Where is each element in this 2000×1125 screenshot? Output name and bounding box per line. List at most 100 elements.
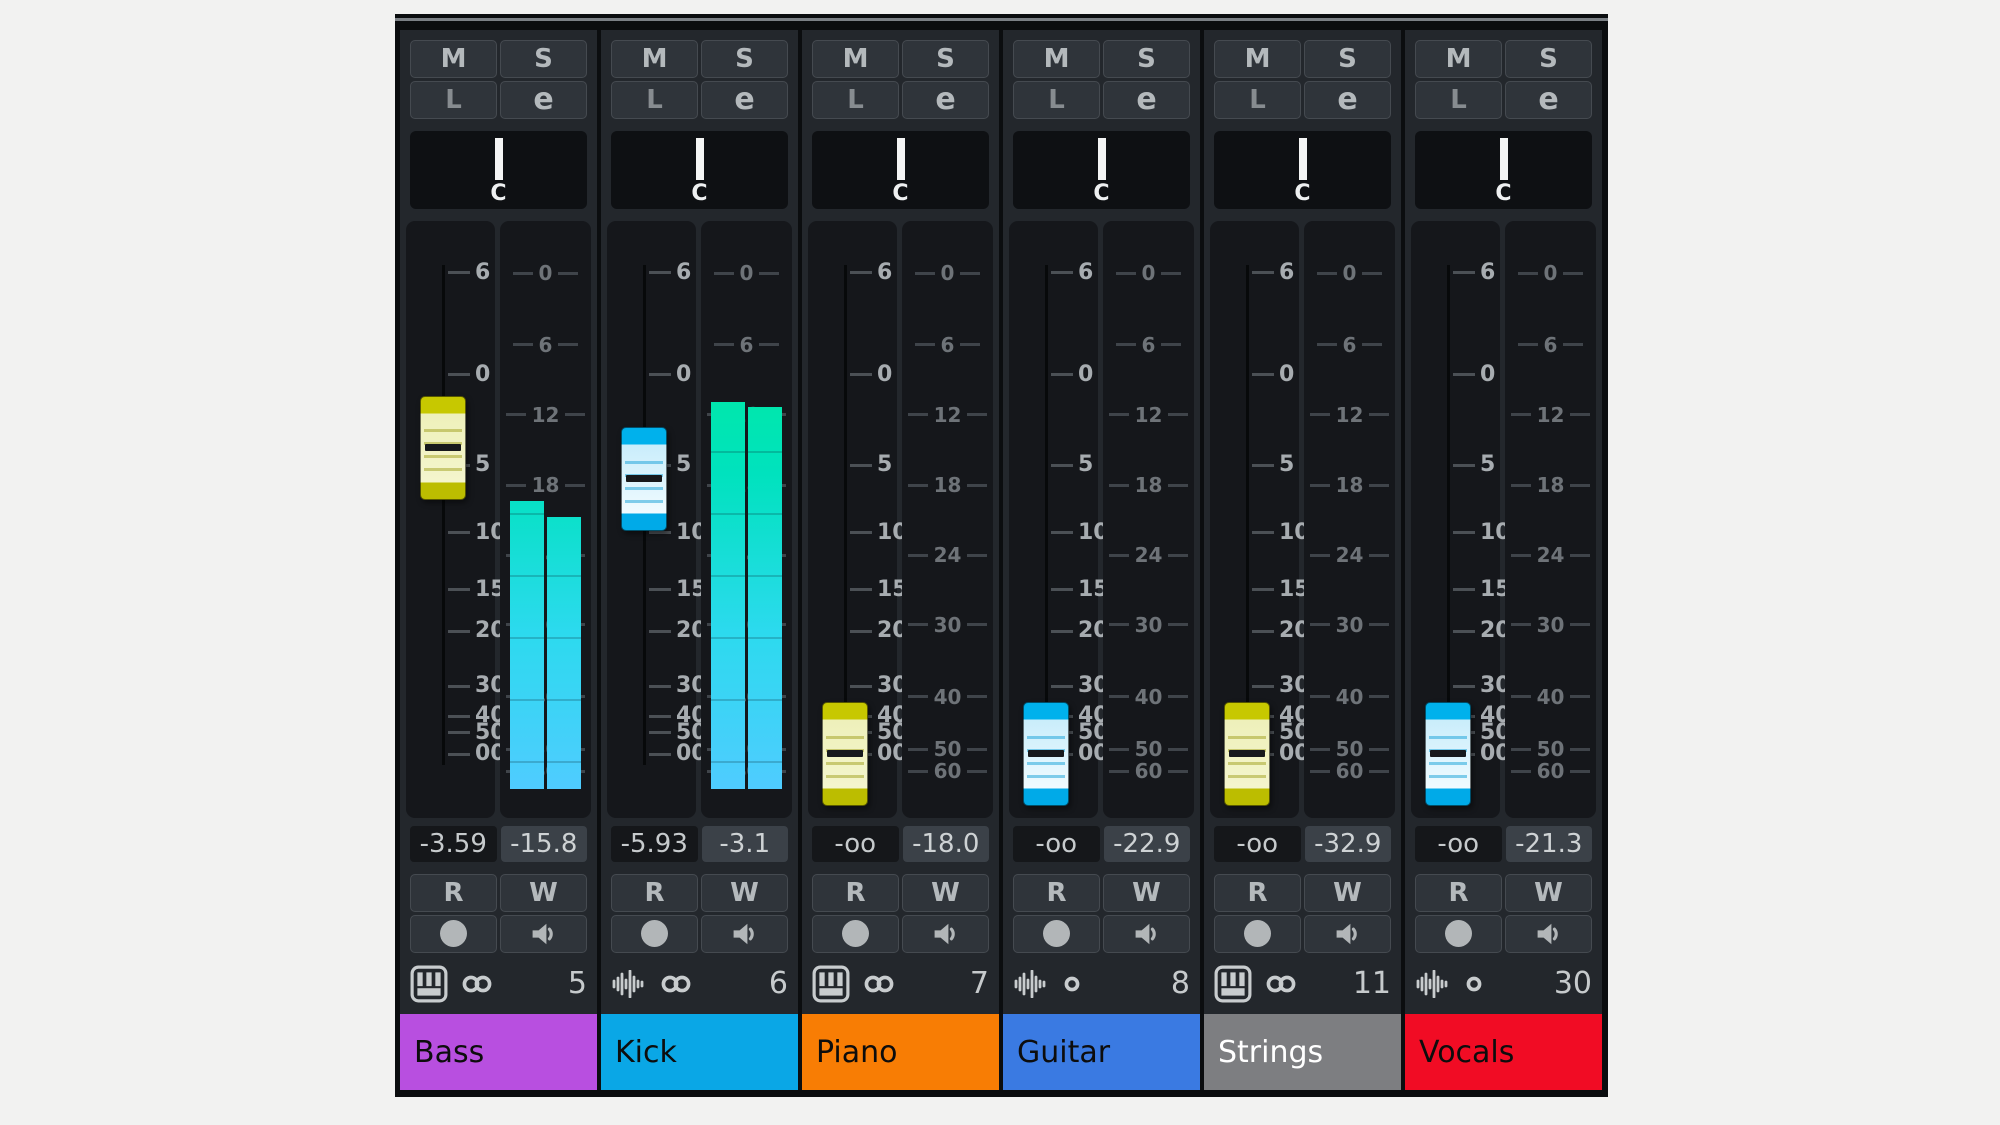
edit-channel-button[interactable]: e <box>1304 81 1391 119</box>
write-automation-button[interactable]: W <box>1103 873 1190 912</box>
mute-button[interactable]: M <box>611 40 698 78</box>
channel-peak-value[interactable]: -18.0 <box>902 825 989 862</box>
mixconsole: M S L e C 6 0 5 10 15 20 30 40 50 00 0 6 12 18 24 30 40… <box>395 14 1608 1097</box>
record-enable-button[interactable] <box>1013 914 1100 953</box>
listen-button[interactable]: L <box>1214 81 1301 119</box>
fader-scale-tick: 6 <box>607 261 692 284</box>
write-automation-button[interactable]: W <box>1304 873 1391 912</box>
write-automation-button[interactable]: W <box>500 873 587 912</box>
record-enable-button[interactable] <box>812 914 899 953</box>
read-automation-button[interactable]: R <box>410 873 497 912</box>
channel-fader-value[interactable]: -oo <box>1415 825 1502 862</box>
fader-cap[interactable] <box>822 702 868 807</box>
pan-control[interactable]: C <box>1415 131 1592 209</box>
fader-cap[interactable] <box>420 395 466 500</box>
fader-meter-section: 6 0 5 10 15 20 30 40 50 00 0 6 12 18 24 30 40 50 60 <box>1210 220 1395 818</box>
read-automation-button[interactable]: R <box>812 873 899 912</box>
write-automation-button[interactable]: W <box>1505 873 1592 912</box>
channel-strip: M S L e C 6 0 5 10 15 20 30 40 50 00 0 6 12 18 24 30 40… <box>1405 30 1602 1090</box>
channel-fader-value[interactable]: -oo <box>1013 825 1100 862</box>
channel-name-bar[interactable]: Strings <box>1204 1014 1401 1090</box>
mute-button[interactable]: M <box>1415 40 1502 78</box>
edit-channel-button[interactable]: e <box>1103 81 1190 119</box>
monitor-button[interactable] <box>701 914 788 953</box>
fader-scale-tick: 10 <box>1210 521 1310 544</box>
channel-peak-value[interactable]: -3.1 <box>701 825 788 862</box>
level-meter-panel: 0 6 12 18 24 30 40 50 60 <box>500 220 591 818</box>
monitor-button[interactable] <box>500 914 587 953</box>
meter-bar-left <box>510 501 544 790</box>
fader-cap[interactable] <box>1023 702 1069 807</box>
read-automation-button[interactable]: R <box>1214 873 1301 912</box>
meter-scale-tick: 6 <box>1505 335 1596 355</box>
listen-button[interactable]: L <box>611 81 698 119</box>
channel-name: Guitar <box>1017 1034 1111 1070</box>
mute-button[interactable]: M <box>812 40 899 78</box>
fader-cap[interactable] <box>621 427 667 532</box>
channel-peak-value[interactable]: -22.9 <box>1103 825 1190 862</box>
piano-keys-icon <box>1214 965 1252 1003</box>
pan-control[interactable]: C <box>410 131 587 209</box>
level-meter <box>1113 265 1184 789</box>
write-automation-button[interactable]: W <box>701 873 788 912</box>
pan-position-indicator <box>896 138 905 180</box>
read-automation-button[interactable]: R <box>1013 873 1100 912</box>
record-enable-button[interactable] <box>410 914 497 953</box>
mute-button[interactable]: M <box>410 40 497 78</box>
listen-button[interactable]: L <box>410 81 497 119</box>
monitor-button[interactable] <box>1304 914 1391 953</box>
fader-meter-section: 6 0 5 10 15 20 30 40 50 00 0 6 12 18 24 30 40 50 60 <box>607 220 792 818</box>
listen-button[interactable]: L <box>1415 81 1502 119</box>
channel-fader-value[interactable]: -oo <box>812 825 899 862</box>
meter-scale-tick: 12 <box>1103 405 1194 425</box>
channel-peak-value[interactable]: -32.9 <box>1304 825 1391 862</box>
edit-channel-button[interactable]: e <box>500 81 587 119</box>
channel-peak-value[interactable]: -21.3 <box>1505 825 1592 862</box>
solo-button[interactable]: S <box>1304 40 1391 78</box>
record-enable-button[interactable] <box>611 914 698 953</box>
edit-channel-button[interactable]: e <box>701 81 788 119</box>
listen-button[interactable]: L <box>1013 81 1100 119</box>
pan-control[interactable]: C <box>812 131 989 209</box>
record-enable-button[interactable] <box>1214 914 1301 953</box>
solo-button[interactable]: S <box>701 40 788 78</box>
mute-button[interactable]: M <box>1013 40 1100 78</box>
pan-control[interactable]: C <box>611 131 788 209</box>
automation-buttons: R W <box>1415 873 1592 953</box>
value-readouts: -oo -21.3 <box>1415 825 1592 862</box>
channel-strip: M S L e C 6 0 5 10 15 20 30 40 50 00 0 6 12 18 24 30 40… <box>400 30 597 1090</box>
channel-fader-value[interactable]: -3.59 <box>410 825 497 862</box>
fader-cap[interactable] <box>1224 702 1270 807</box>
channel-fader-value[interactable]: -5.93 <box>611 825 698 862</box>
pan-position-indicator <box>695 138 704 180</box>
channel-name-bar[interactable]: Kick <box>601 1014 798 1090</box>
listen-button[interactable]: L <box>812 81 899 119</box>
channel-name-bar[interactable]: Bass <box>400 1014 597 1090</box>
routing-row: 6 <box>611 963 788 1007</box>
fader-cap[interactable] <box>1425 702 1471 807</box>
edit-channel-button[interactable]: e <box>902 81 989 119</box>
fader-scale-tick: 00 <box>607 743 707 765</box>
solo-button[interactable]: S <box>1103 40 1190 78</box>
read-automation-button[interactable]: R <box>1415 873 1502 912</box>
monitor-button[interactable] <box>1505 914 1592 953</box>
solo-button[interactable]: S <box>1505 40 1592 78</box>
channel-top-buttons: M S L e <box>1214 40 1391 119</box>
channel-name-bar[interactable]: Vocals <box>1405 1014 1602 1090</box>
meter-scale-tick: 18 <box>1505 475 1596 495</box>
monitor-button[interactable] <box>902 914 989 953</box>
solo-button[interactable]: S <box>902 40 989 78</box>
channel-name-bar[interactable]: Guitar <box>1003 1014 1200 1090</box>
solo-button[interactable]: S <box>500 40 587 78</box>
channel-name-bar[interactable]: Piano <box>802 1014 999 1090</box>
write-automation-button[interactable]: W <box>902 873 989 912</box>
record-enable-button[interactable] <box>1415 914 1502 953</box>
read-automation-button[interactable]: R <box>611 873 698 912</box>
pan-control[interactable]: C <box>1013 131 1190 209</box>
monitor-button[interactable] <box>1103 914 1190 953</box>
channel-fader-value[interactable]: -oo <box>1214 825 1301 862</box>
pan-control[interactable]: C <box>1214 131 1391 209</box>
mute-button[interactable]: M <box>1214 40 1301 78</box>
channel-peak-value[interactable]: -15.8 <box>500 825 587 862</box>
edit-channel-button[interactable]: e <box>1505 81 1592 119</box>
